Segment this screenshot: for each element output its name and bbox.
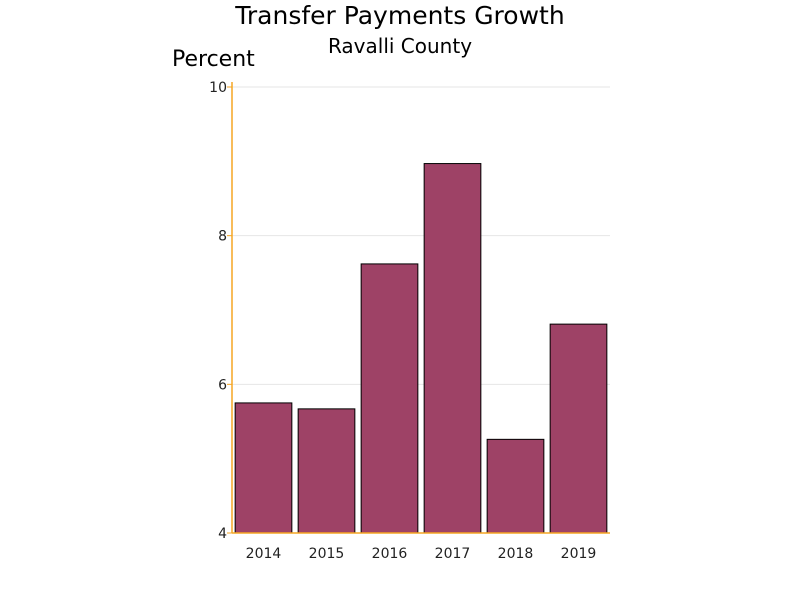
gridlines [232, 86, 610, 385]
x-tick-label: 2015 [309, 546, 345, 562]
x-tick-label: 2014 [246, 546, 282, 562]
chart-title: Transfer Payments Growth [235, 1, 565, 30]
bar-2016 [360, 263, 419, 534]
x-tick-label: 2017 [435, 546, 471, 562]
bar-2015 [297, 408, 356, 534]
bar-2019 [549, 323, 608, 534]
chart-subtitle: Ravalli County [327, 34, 473, 58]
bar-2017 [423, 163, 482, 534]
axes [227, 82, 610, 534]
y-tick-label: 10 [209, 80, 227, 96]
x-tick-label: 2019 [561, 546, 597, 562]
bar-2018 [486, 438, 545, 534]
y-tick-label: 4 [218, 526, 227, 542]
bars [234, 163, 608, 534]
x-tick-label: 2016 [372, 546, 408, 562]
y-tick-label: 6 [218, 377, 227, 393]
y-tick-label: 8 [218, 229, 227, 245]
bar-2014 [234, 402, 293, 534]
x-tick-label: 2018 [498, 546, 534, 562]
tick-labels: 4 6 8 10 2014 2015 2016 2017 2018 2019 [209, 80, 596, 562]
y-axis-title: Percent [172, 47, 255, 72]
